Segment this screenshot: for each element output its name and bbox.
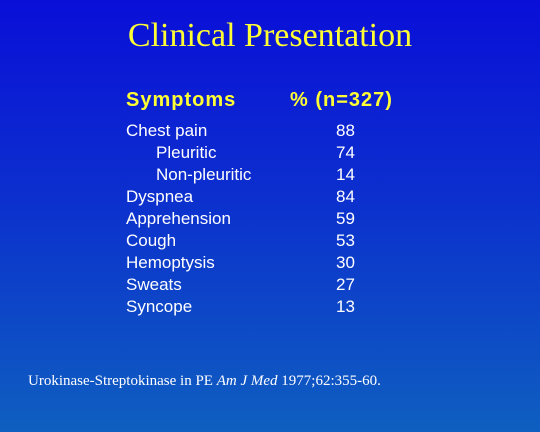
symptom-percent: 88: [336, 121, 355, 140]
citation: Urokinase-Streptokinase in PE Am J Med 1…: [28, 370, 381, 392]
table-row: Sweats 27: [126, 274, 386, 296]
table-row: Hemoptysis 30: [126, 252, 386, 274]
symptom-label: Syncope: [126, 297, 193, 316]
table-row: Chest pain 88: [126, 120, 386, 142]
symptoms-header: Symptoms: [126, 89, 237, 111]
citation-suffix: 1977;62:355-60.: [277, 373, 381, 389]
table-row: Pleuritic 74: [126, 142, 386, 164]
symptom-label: Pleuritic: [156, 143, 217, 162]
symptom-percent: 30: [336, 253, 355, 272]
symptom-percent: 27: [336, 275, 355, 294]
symptom-percent: 74: [336, 143, 355, 162]
table-row: Cough 53: [126, 230, 386, 252]
table-row: Non-pleuritic 14: [126, 164, 386, 186]
slide-title: Clinical Presentation: [127, 17, 413, 54]
symptom-percent: 53: [336, 231, 355, 250]
symptom-label: Apprehension: [126, 209, 231, 228]
symptom-percent: 59: [336, 209, 355, 228]
symptom-percent: 84: [336, 187, 355, 206]
table-row: Syncope 13: [126, 296, 386, 318]
symptom-label: Dyspnea: [126, 187, 194, 206]
symptom-label: Sweats: [126, 275, 182, 294]
citation-prefix: Urokinase-Streptokinase in PE: [28, 373, 217, 389]
symptom-label: Hemoptysis: [126, 253, 215, 272]
percent-header: % (n=327): [290, 89, 393, 111]
symptom-table: Chest pain 88 Pleuritic 74 Non-pleuritic…: [126, 120, 386, 318]
citation-journal: Am J Med: [216, 373, 278, 389]
symptom-label: Chest pain: [126, 121, 208, 140]
table-row: Dyspnea 84: [126, 186, 386, 208]
symptom-percent: 14: [336, 165, 355, 184]
symptom-label: Cough: [126, 231, 177, 250]
symptom-percent: 13: [336, 297, 355, 316]
symptom-label: Non-pleuritic: [156, 165, 252, 184]
table-row: Apprehension 59: [126, 208, 386, 230]
